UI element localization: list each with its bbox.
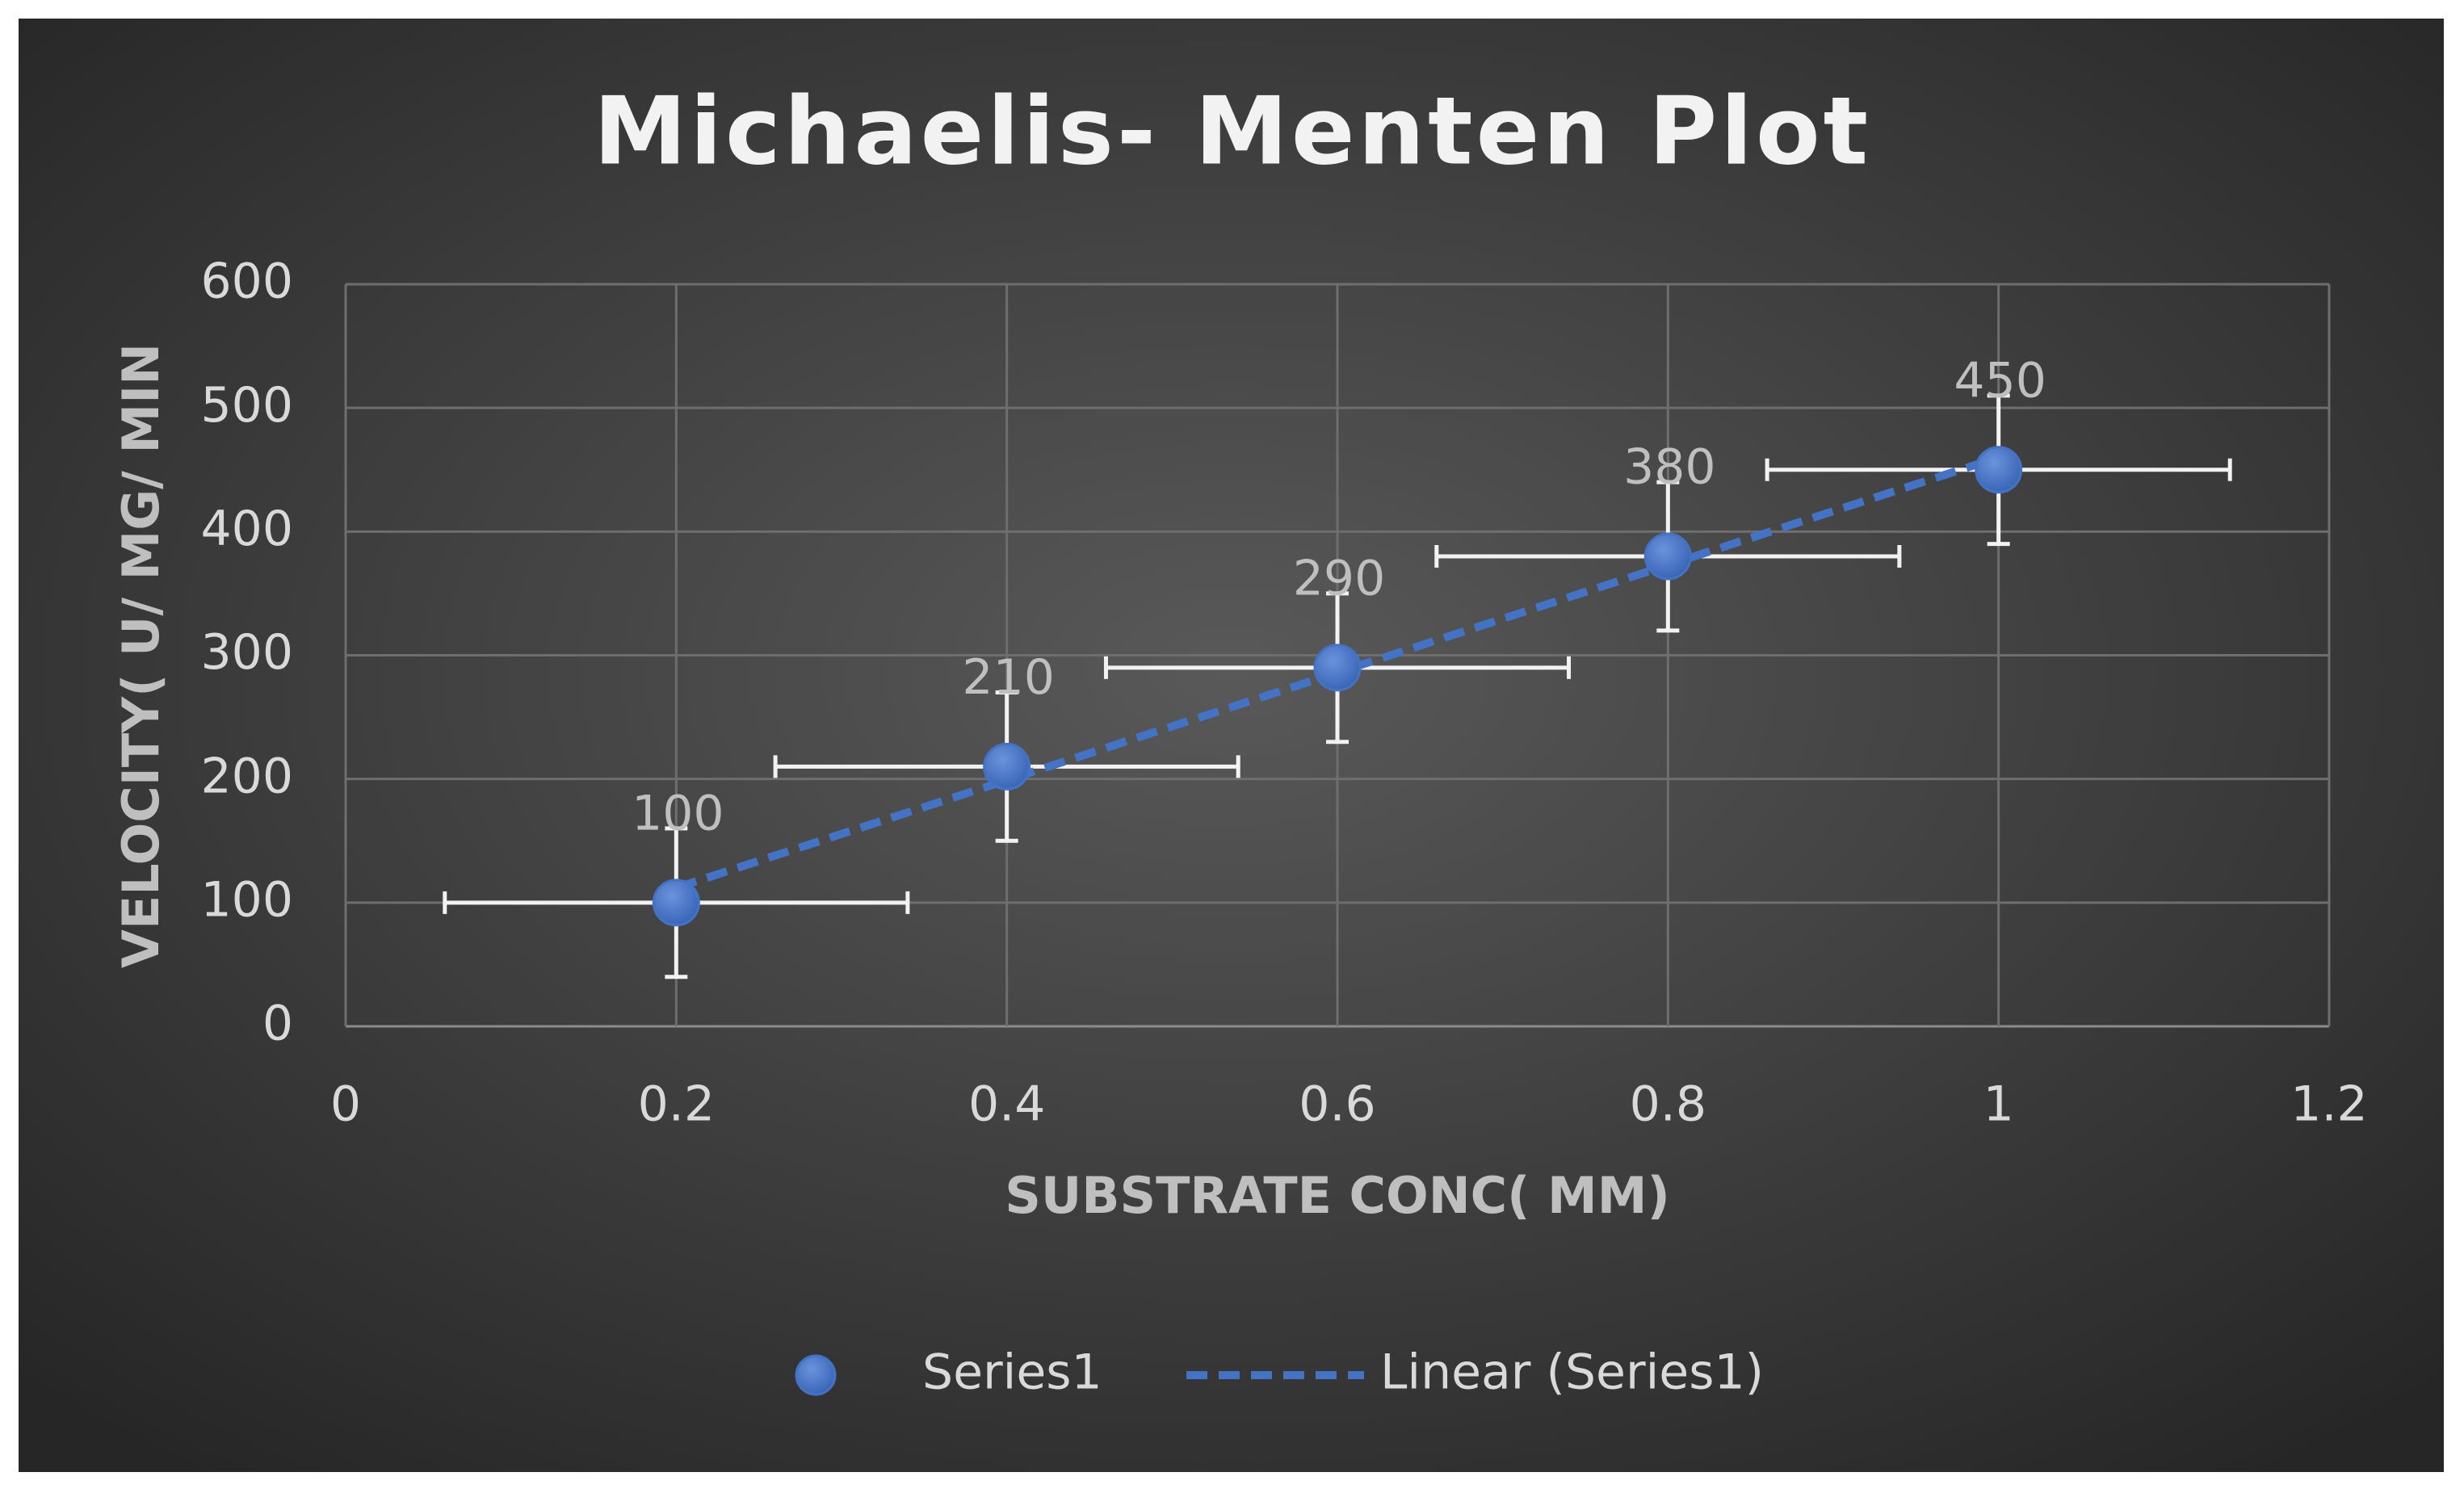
y-tick-label: 200 xyxy=(200,748,293,804)
data-point xyxy=(652,879,700,927)
data-label: 450 xyxy=(1954,352,2046,409)
x-tick-label: 0.6 xyxy=(1299,1076,1375,1133)
legend-label: Linear (Series1) xyxy=(1380,1344,1764,1401)
x-axis-label: SUBSTRATE CONC( MM) xyxy=(1005,1166,1670,1225)
data-label: 100 xyxy=(632,785,724,841)
y-tick-label: 0 xyxy=(262,996,293,1052)
data-point xyxy=(983,742,1031,791)
data-label: 290 xyxy=(1293,550,1386,606)
y-tick-label: 300 xyxy=(200,624,293,681)
y-tick-label: 600 xyxy=(200,254,293,310)
y-axis-label: VELOCITY( U/ MG/ MIN xyxy=(111,343,170,968)
x-tick-label: 0 xyxy=(330,1076,361,1133)
x-tick-label: 1 xyxy=(1983,1076,2014,1133)
y-tick-label: 500 xyxy=(200,377,293,434)
legend-label: Series1 xyxy=(922,1344,1102,1401)
x-tick-label: 0.8 xyxy=(1630,1076,1706,1133)
data-point xyxy=(1975,446,2023,494)
x-tick-label: 0.4 xyxy=(968,1076,1045,1133)
legend-marker xyxy=(795,1354,837,1396)
y-tick-label: 100 xyxy=(200,871,293,928)
data-label: 380 xyxy=(1623,439,1716,496)
x-tick-label: 0.2 xyxy=(638,1076,715,1133)
data-point xyxy=(1313,644,1362,692)
chart-background xyxy=(19,19,2444,1472)
y-tick-label: 400 xyxy=(200,501,293,557)
chart-title: Michaelis- Menten Plot xyxy=(594,78,1871,187)
data-label: 210 xyxy=(962,649,1055,706)
data-point xyxy=(1643,532,1692,581)
x-tick-label: 1.2 xyxy=(2290,1076,2367,1133)
